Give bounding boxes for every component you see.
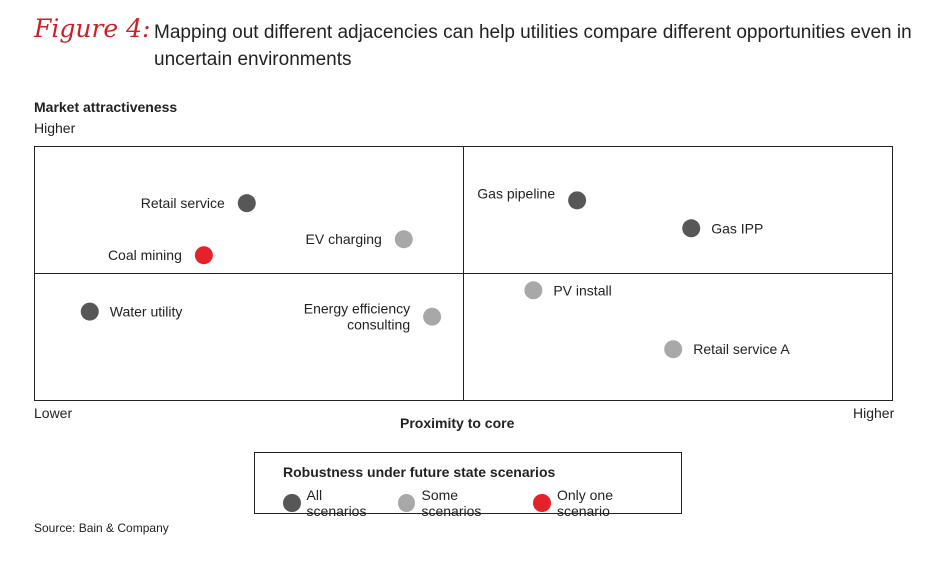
point-retail-service: [237, 194, 256, 213]
point-label-coal-mining: Coal mining: [108, 247, 182, 263]
legend: Robustness under future state scenarios …: [254, 452, 682, 519]
point-label-energy-efficiency-consulting: Energy efficiency consulting: [304, 301, 410, 333]
y-axis-high-label: Higher: [34, 120, 76, 136]
point-label-gas-pipeline: Gas pipeline: [477, 185, 555, 201]
legend-dot-all: [283, 494, 301, 512]
legend-items: All scenarios Some scenarios Only one sc…: [283, 487, 681, 519]
legend-title: Robustness under future state scenarios: [283, 464, 556, 480]
figure-title: Mapping out different adjacencies can he…: [154, 22, 912, 70]
legend-label-one: Only one scenario: [556, 487, 613, 519]
point-gas-pipeline: [568, 191, 587, 210]
legend-dot-some: [397, 494, 416, 512]
y-axis-title: Market attractiveness: [34, 99, 178, 115]
x-axis-high-label: Higher: [853, 405, 895, 421]
point-label-retail-service-a: Retail service A: [693, 341, 790, 357]
point-label-gas-ipp: Gas IPP: [711, 220, 763, 236]
point-ev-charging: [394, 230, 413, 249]
point-water-utility: [80, 302, 99, 321]
point-pv-install: [524, 281, 543, 300]
point-label-retail-service: Retail service: [141, 195, 225, 211]
source-note: Source: Bain & Company: [34, 521, 169, 535]
point-energy-efficiency-consulting: [423, 307, 442, 326]
x-axis-title: Proximity to core: [400, 415, 515, 431]
point-gas-ipp: [682, 219, 701, 238]
point-label-ev-charging: EV charging: [306, 231, 382, 247]
legend-label-some: Some scenarios: [421, 487, 482, 519]
legend-item-some: Some scenarios: [397, 487, 519, 519]
point-label-pv-install: PV install: [553, 282, 611, 298]
legend-item-all: All scenarios: [283, 487, 384, 519]
figure-label: Figure 4:: [34, 14, 151, 43]
x-axis-low-label: Lower: [34, 405, 73, 421]
legend-item-one: Only one scenario: [533, 487, 667, 519]
legend-label-all: All scenarios: [306, 487, 367, 519]
point-coal-mining: [194, 246, 213, 265]
point-label-water-utility: Water utility: [110, 304, 183, 320]
point-retail-service-a: [664, 340, 683, 359]
legend-dot-one: [533, 494, 551, 512]
